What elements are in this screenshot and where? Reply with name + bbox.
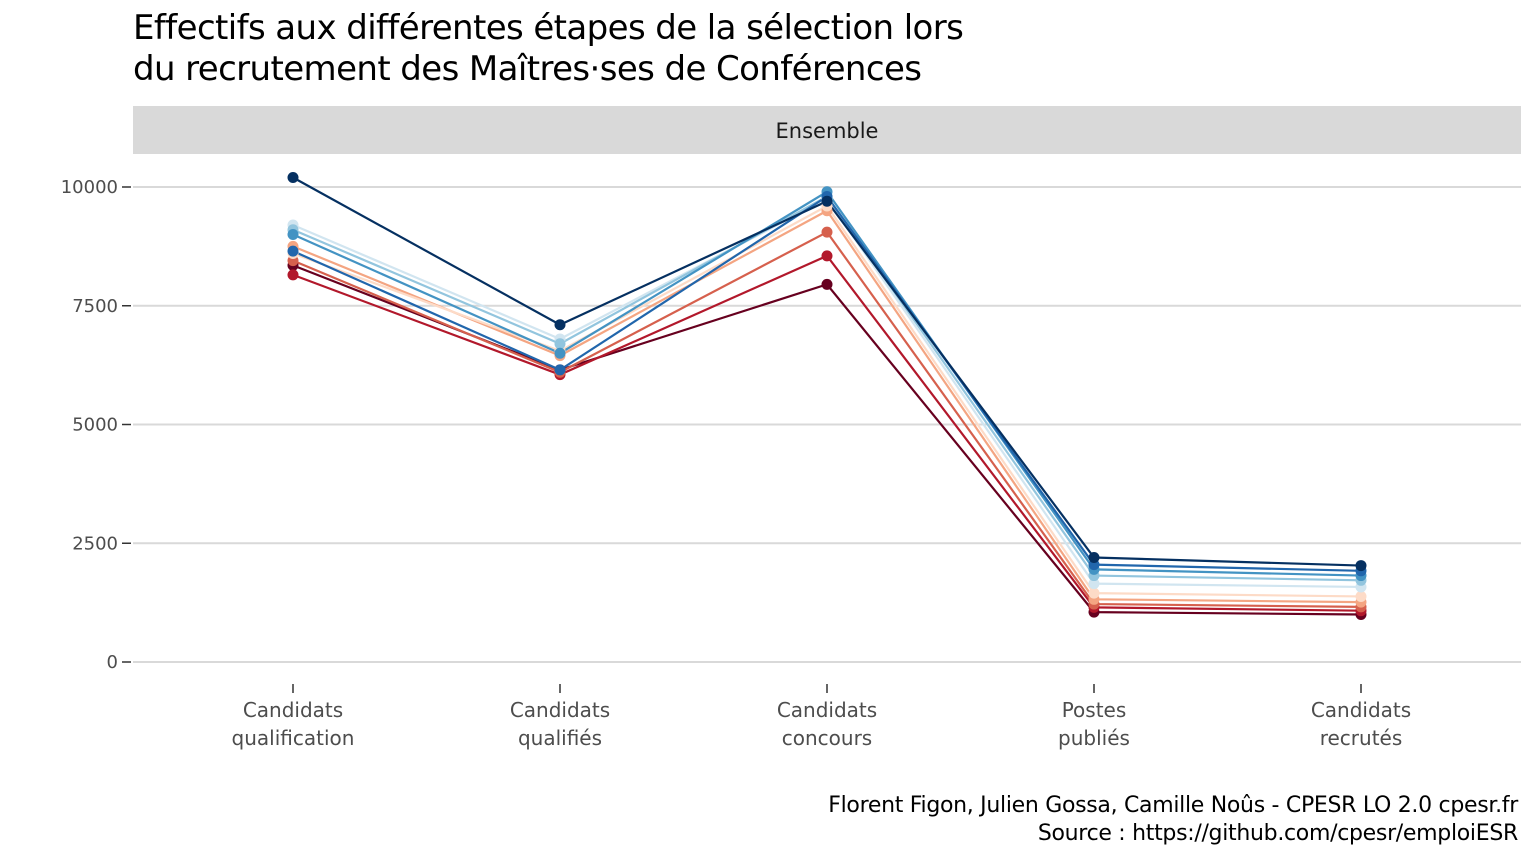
data-point bbox=[821, 195, 833, 207]
x-tick-label: Candidats bbox=[1311, 698, 1411, 722]
y-axis: 0 2500 5000 7500 10000 bbox=[61, 177, 131, 673]
x-tick-label: qualifiés bbox=[518, 726, 602, 750]
data-point bbox=[1088, 587, 1100, 599]
data-point bbox=[821, 250, 833, 262]
data-point bbox=[554, 347, 566, 359]
data-point bbox=[1088, 578, 1100, 590]
x-tick-label: Postes bbox=[1062, 698, 1127, 722]
data-point bbox=[287, 269, 299, 281]
x-tick-label: Candidats bbox=[510, 698, 610, 722]
caption-credits: Florent Figon, Julien Gossa, Camille Noû… bbox=[828, 793, 1518, 818]
data-point bbox=[821, 226, 833, 238]
data-point bbox=[821, 278, 833, 290]
data-point bbox=[287, 245, 299, 257]
y-tick-label: 5000 bbox=[72, 415, 118, 436]
data-point bbox=[1355, 560, 1367, 572]
x-tick-label: concours bbox=[782, 726, 872, 750]
x-tick-label: Candidats bbox=[777, 698, 877, 722]
data-point bbox=[554, 364, 566, 376]
data-point bbox=[1355, 590, 1367, 602]
y-tick-label: 2500 bbox=[72, 533, 118, 554]
series-points bbox=[287, 172, 1367, 620]
series-line bbox=[292, 204, 1362, 598]
series-lines bbox=[292, 176, 1362, 616]
x-tick-label: recrutés bbox=[1320, 726, 1403, 750]
chart-title: Effectifs aux différentes étapes de la s… bbox=[133, 8, 964, 90]
data-point bbox=[287, 172, 299, 183]
y-tick-label: 0 bbox=[107, 652, 118, 673]
chart-caption: Florent Figon, Julien Gossa, Camille Noû… bbox=[828, 792, 1518, 848]
data-point bbox=[554, 338, 566, 350]
data-point bbox=[287, 229, 299, 240]
y-tick-label: 10000 bbox=[61, 177, 118, 198]
x-tick-label: publiés bbox=[1058, 726, 1130, 750]
x-tick-label: Candidats bbox=[243, 698, 343, 722]
x-tick-label: qualification bbox=[232, 726, 355, 750]
chart-title-line1: Effectifs aux différentes étapes de la s… bbox=[133, 8, 964, 48]
data-point bbox=[554, 319, 566, 331]
y-tick-label: 7500 bbox=[72, 296, 118, 317]
series-line bbox=[292, 190, 1362, 577]
chart-title-line2: du recrutement des Maîtres·ses de Confér… bbox=[133, 49, 922, 89]
series-line bbox=[292, 254, 1362, 612]
caption-source: Source : https://github.com/cpesr/emploi… bbox=[1037, 821, 1518, 846]
facet-strip-label: Ensemble bbox=[776, 119, 879, 143]
series-line bbox=[292, 264, 1362, 616]
x-axis: Candidats qualification Candidats qualifiés… bbox=[232, 684, 1411, 750]
facet-strip bbox=[133, 106, 1521, 154]
data-point bbox=[1088, 552, 1100, 563]
